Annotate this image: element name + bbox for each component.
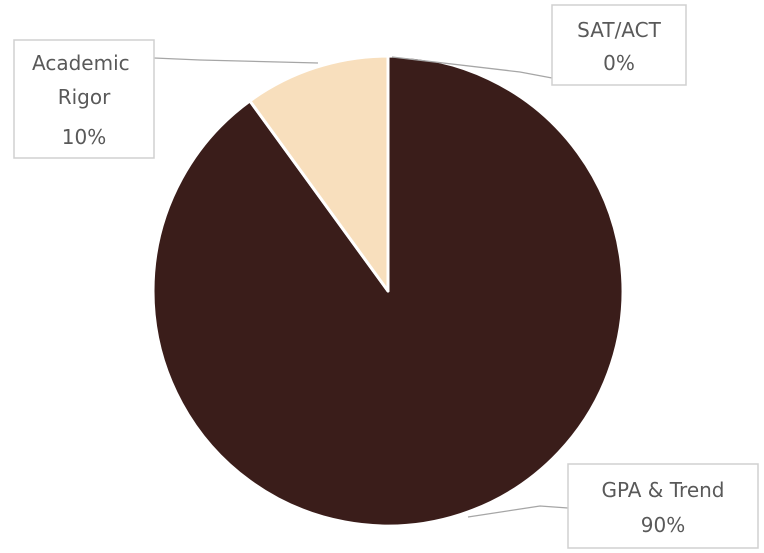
leader-line-gpa-trend (467, 505, 569, 518)
data-label-gpa-trend-value: 90% (641, 513, 685, 537)
data-label-sat-act-box (551, 4, 687, 86)
data-label-academic-rigor-name-line2: Rigor (58, 85, 111, 109)
data-label-academic-rigor-value: 10% (62, 125, 106, 149)
data-label-sat-act-value: 0% (603, 51, 635, 75)
leader-lines (153, 56, 569, 518)
leader-line-academic-rigor (153, 57, 319, 64)
data-label-gpa-trend: GPA & Trend 90% (567, 463, 759, 549)
data-label-academic-rigor: Academic Rigor 10% (13, 39, 155, 159)
pie-slice-academic-rigor (248, 54, 390, 293)
data-label-sat-act: SAT/ACT 0% (551, 4, 687, 86)
data-label-academic-rigor-name-line1: Academic (32, 51, 130, 75)
data-label-sat-act-name: SAT/ACT (577, 18, 661, 42)
data-label-gpa-trend-name: GPA & Trend (601, 478, 724, 502)
data-label-academic-rigor-name: Academic Rigor (32, 51, 136, 109)
data-label-academic-rigor-box (13, 39, 155, 159)
data-label-gpa-trend-box (567, 463, 759, 549)
leader-line-sat-act (391, 56, 553, 79)
pie-slices (151, 54, 625, 528)
